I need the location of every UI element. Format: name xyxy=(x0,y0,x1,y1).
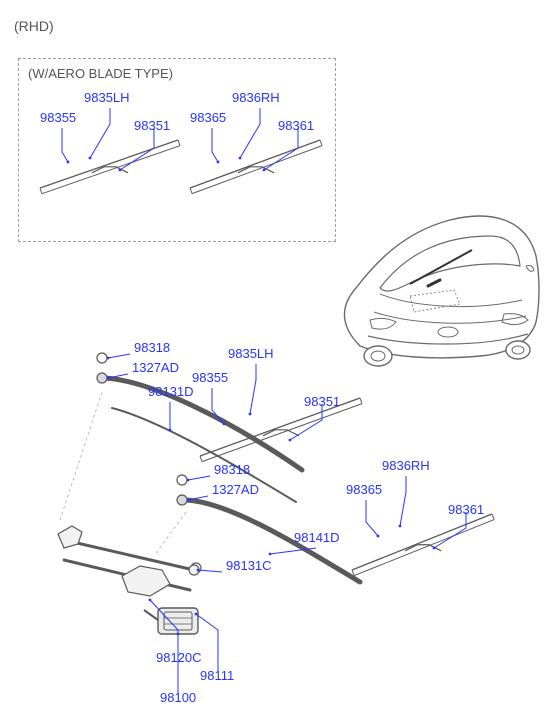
part-label-p98100: 98100 xyxy=(160,690,196,705)
diagram-canvas xyxy=(0,0,545,727)
part-label-p98361_top: 98361 xyxy=(278,118,314,133)
part-label-p98120C: 98120C xyxy=(156,650,202,665)
part-label-p98361_mid: 98361 xyxy=(448,502,484,517)
part-label-p98355_mid: 98355 xyxy=(192,370,228,385)
part-label-p98351_top: 98351 xyxy=(134,118,170,133)
part-label-p98365_top: 98365 xyxy=(190,110,226,125)
part-label-p98365_mid: 98365 xyxy=(346,482,382,497)
part-label-p98351_mid: 98351 xyxy=(304,394,340,409)
part-label-p9836RH_top: 9836RH xyxy=(232,90,280,105)
part-label-p1327AD_b: 1327AD xyxy=(212,482,259,497)
part-label-p9835LH_mid: 9835LH xyxy=(228,346,274,361)
part-label-p98131D: 98131D xyxy=(148,384,194,399)
part-label-p98131C: 98131C xyxy=(226,558,272,573)
part-label-p98318_a: 98318 xyxy=(134,340,170,355)
part-label-p1327AD_a: 1327AD xyxy=(132,360,179,375)
part-label-p9836RH_mid: 9836RH xyxy=(382,458,430,473)
part-label-p9835LH_top: 9835LH xyxy=(84,90,130,105)
part-label-p98318_b: 98318 xyxy=(214,462,250,477)
part-label-p98355_top: 98355 xyxy=(40,110,76,125)
part-label-p98141D: 98141D xyxy=(294,530,340,545)
part-label-p98111: 98111 xyxy=(200,668,234,683)
